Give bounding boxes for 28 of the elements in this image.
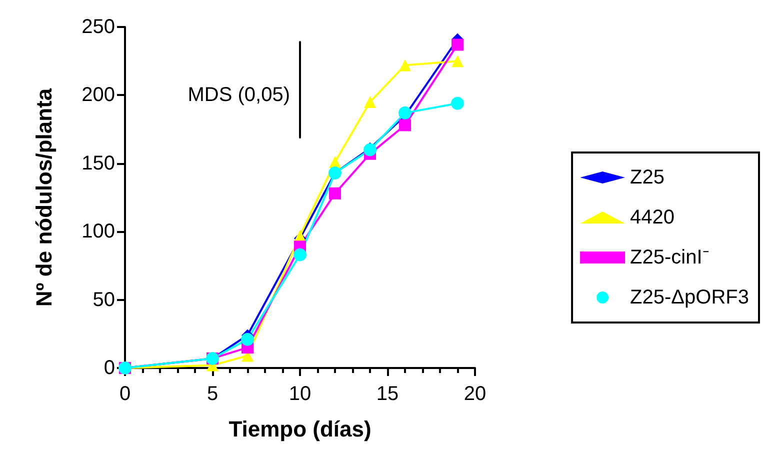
point [398,106,412,120]
x-axis-title: Tiempo (días) [228,416,372,442]
y-tick-label: 250 [82,16,115,38]
legend-label: Z25-ΔpORF3 [630,286,750,308]
x-tick-label: 5 [206,383,218,405]
legend-label: Z25 [630,166,665,188]
point [294,248,306,262]
y-axis-title: Nº de nódulos/planta [32,88,56,307]
legend-label: Z25-cinI⁻ [630,246,710,268]
point [452,55,464,68]
y-tick-label: 0 [104,357,115,379]
point [329,187,341,200]
point [399,59,411,72]
y-tick-label: 200 [82,84,115,106]
point [452,38,464,51]
x-tick-label: 10 [288,383,312,405]
annotation: MDS (0,05) [188,84,290,106]
legend-label: 4420 [630,206,675,228]
x-tick-label: 15 [376,383,399,405]
x-tick-label: 20 [464,383,486,405]
point [364,96,376,108]
point [241,332,254,346]
y-tick-label: 50 [92,288,115,311]
y-tick-label: 100 [82,220,115,243]
point [451,96,464,110]
x-tick-label: 0 [119,383,131,405]
point [399,119,411,132]
y-tick-label: 150 [82,152,115,174]
